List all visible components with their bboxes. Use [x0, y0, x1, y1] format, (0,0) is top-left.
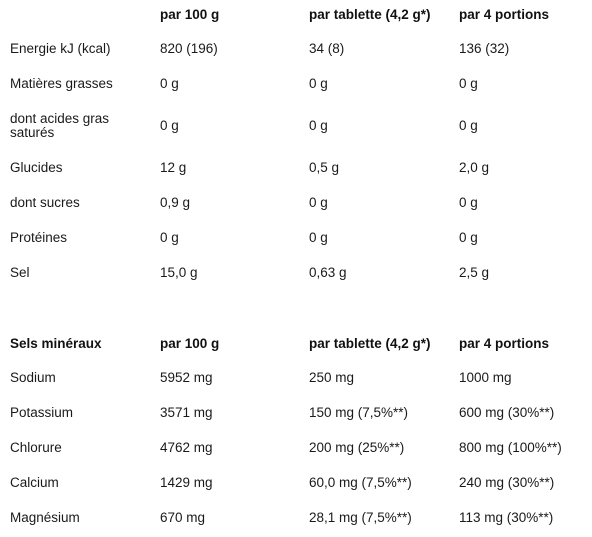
- row-label: dont sucres: [10, 195, 80, 210]
- value-per-100g: 670 mg: [160, 510, 206, 525]
- value-per-4-portions: 136 (32): [459, 41, 510, 56]
- value-per-100g: 0 g: [160, 76, 179, 91]
- value-per-tablet: 150 mg (7,5%**): [309, 405, 409, 420]
- value-per-tablet: 200 mg (25%**): [309, 440, 405, 455]
- value-per-tablet: 0 g: [309, 230, 328, 245]
- value-per-100g: 1429 mg: [160, 475, 213, 490]
- row-label: Magnésium: [10, 510, 80, 525]
- minerals-header-per-100g: par 100 g: [160, 336, 220, 351]
- minerals-header-per-4-portions: par 4 portions: [459, 336, 550, 351]
- value-per-100g: 3571 mg: [160, 405, 213, 420]
- value-per-4-portions: 0 g: [459, 195, 478, 210]
- value-per-100g: 5952 mg: [160, 370, 213, 385]
- nutrition-header-per-100g: par 100 g: [160, 7, 220, 22]
- value-per-tablet: 250 mg: [309, 370, 355, 385]
- value-per-100g: 4762 mg: [160, 440, 213, 455]
- row-label: Potassium: [10, 405, 74, 420]
- value-per-4-portions: 600 mg (30%**): [459, 405, 555, 420]
- minerals-header-per-tablet: par tablette (4,2 g*): [309, 336, 431, 351]
- value-per-100g: 0,9 g: [160, 195, 191, 210]
- value-per-100g: 15,0 g: [160, 265, 198, 280]
- row-label: Glucides: [10, 160, 63, 175]
- row-label: Calcium: [10, 475, 59, 490]
- row-label: Chlorure: [10, 440, 62, 455]
- value-per-4-portions: 2,0 g: [459, 160, 490, 175]
- value-per-tablet: 0 g: [309, 118, 328, 133]
- value-per-4-portions: 0 g: [459, 118, 478, 133]
- row-label: Sel: [10, 265, 30, 280]
- value-per-4-portions: 2,5 g: [459, 265, 490, 280]
- value-per-tablet: 28,1 mg (7,5%**): [309, 510, 412, 525]
- value-per-100g: 820 (196): [160, 41, 218, 56]
- row-label: dont acides gras saturés: [10, 111, 110, 140]
- row-label: Matières grasses: [10, 76, 113, 91]
- minerals-header-title: Sels minéraux: [10, 336, 102, 351]
- value-per-100g: 12 g: [160, 160, 187, 175]
- value-per-tablet: 34 (8): [309, 41, 345, 56]
- nutrition-header-per-tablet: par tablette (4,2 g*): [309, 7, 431, 22]
- value-per-4-portions: 113 mg (30%**): [459, 510, 554, 525]
- value-per-4-portions: 240 mg (30%**): [459, 475, 555, 490]
- nutrition-header-per-4-portions: par 4 portions: [459, 7, 550, 22]
- value-per-100g: 0 g: [160, 230, 179, 245]
- value-per-tablet: 0,5 g: [309, 160, 340, 175]
- row-label: Energie kJ (kcal): [10, 41, 111, 56]
- value-per-tablet: 0 g: [309, 195, 328, 210]
- value-per-4-portions: 0 g: [459, 76, 478, 91]
- row-label: Protéines: [10, 230, 68, 245]
- value-per-100g: 0 g: [160, 118, 179, 133]
- value-per-4-portions: 800 mg (100%**): [459, 440, 562, 455]
- value-per-4-portions: 1000 mg: [459, 370, 512, 385]
- value-per-tablet: 0 g: [309, 76, 328, 91]
- value-per-4-portions: 0 g: [459, 230, 478, 245]
- value-per-tablet: 0,63 g: [309, 265, 347, 280]
- value-per-tablet: 60,0 mg (7,5%**): [309, 475, 412, 490]
- row-label: Sodium: [10, 370, 56, 385]
